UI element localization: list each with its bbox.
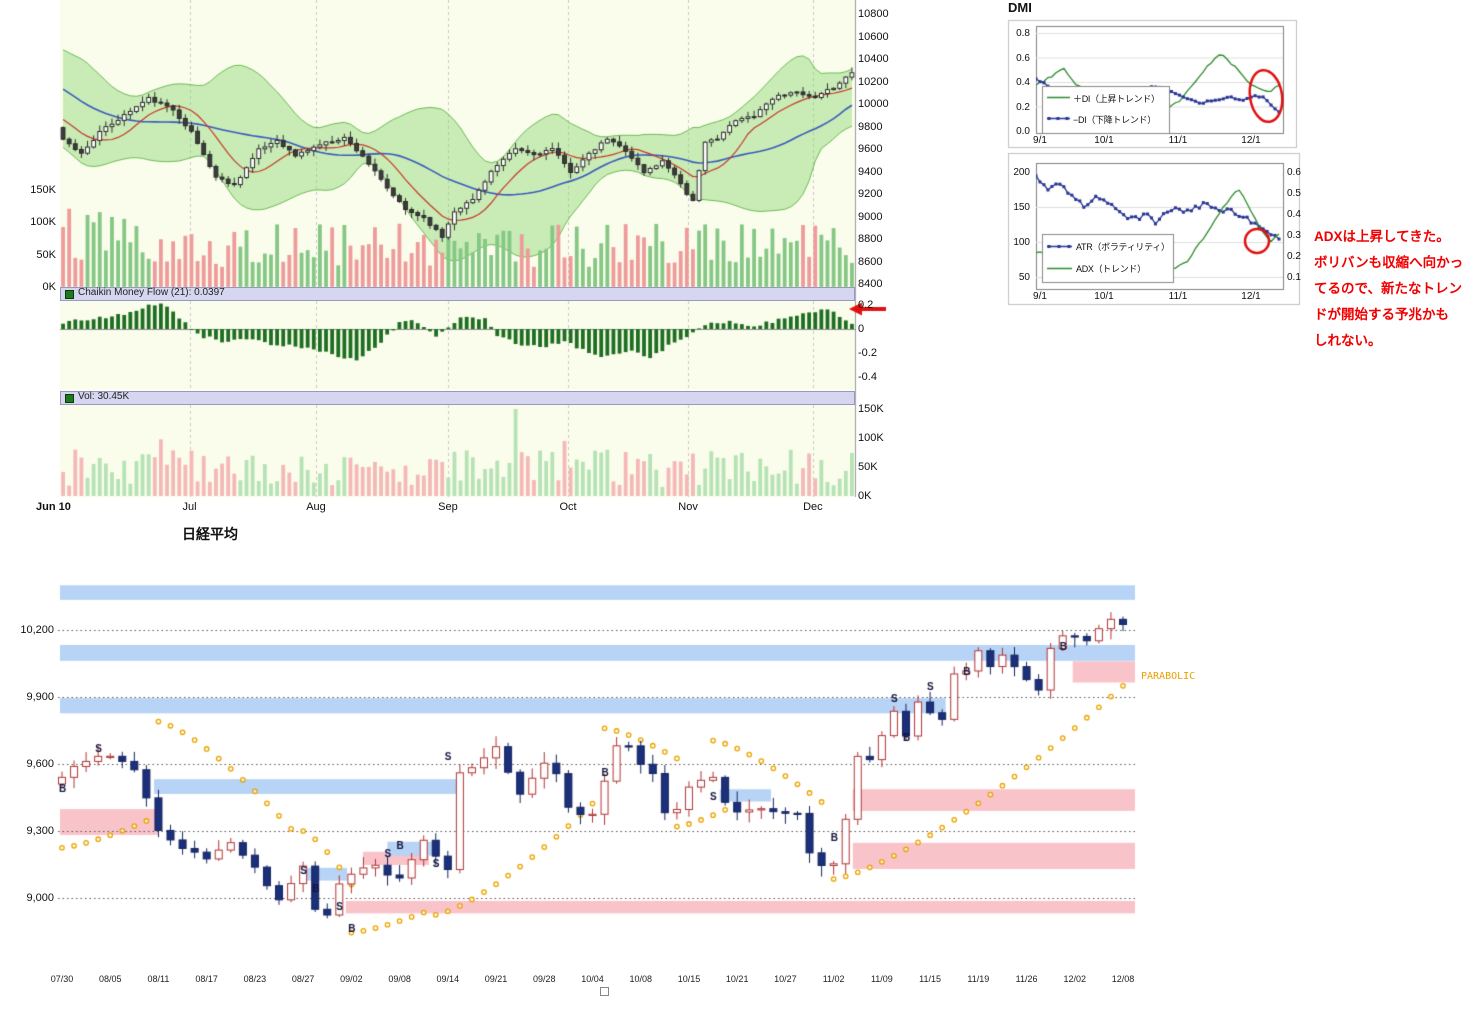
- analyst-annotation: ADXは上昇してきた。 ボリバンも収縮へ向かっ てるので、新たなトレン ドが開始…: [1314, 224, 1462, 354]
- volume-header-label: Vol: 30.45K: [78, 391, 130, 402]
- bottom-chart-title: 日経平均: [182, 526, 238, 542]
- legend-adx-label: ADX（トレンド）: [1076, 264, 1146, 274]
- parabolic-series-label: PARABOLIC: [1141, 671, 1196, 682]
- chaikin-header-label: Chaikin Money Flow (21): 0.0397: [78, 287, 225, 298]
- legend-plus-di-label: ＋DI（上昇トレンド）: [1073, 94, 1160, 104]
- dmi-chart-title: DMI: [1008, 0, 1032, 15]
- chaikin-panel-header: Chaikin Money Flow (21): 0.0397: [60, 287, 855, 301]
- legend-atr-label: ATR（ボラティリティ）: [1076, 242, 1170, 252]
- annotation-line: しれない。: [1314, 333, 1382, 348]
- annotation-line: ドが開始する予兆かも: [1314, 307, 1449, 322]
- volume-panel-header: Vol: 30.45K: [60, 391, 855, 405]
- volume-series-swatch-icon: [65, 394, 74, 403]
- annotation-line: ADXは上昇してきた。: [1314, 229, 1450, 244]
- legend-minus-di-label: −DI（下降トレンド）: [1073, 115, 1156, 125]
- chaikin-series-swatch-icon: [65, 290, 74, 299]
- x-axis-start-label: Jun 10: [36, 501, 71, 513]
- tiny-square-marker: [600, 987, 609, 996]
- annotation-line: てるので、新たなトレン: [1314, 281, 1462, 296]
- annotation-line: ボリバンも収縮へ向かっ: [1314, 255, 1462, 270]
